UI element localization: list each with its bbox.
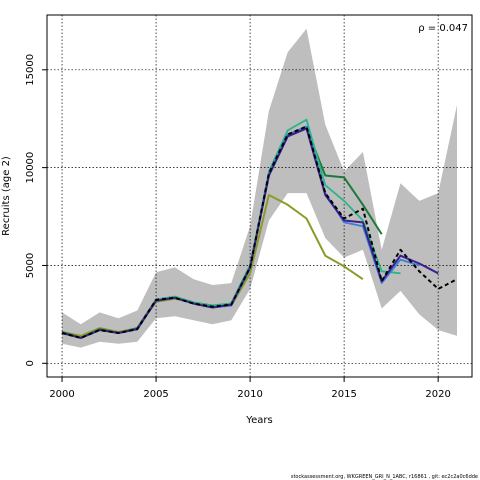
plot-frame	[46, 14, 473, 378]
y-tick-label: 10000	[25, 152, 36, 184]
x-tick-label: 2000	[49, 389, 74, 400]
x-tick-label: 2010	[237, 389, 262, 400]
rho-annotation: ρ = 0.047	[418, 23, 468, 34]
footer-source: stockassessment.org, WKGREEN_GRI_N_1ABC,…	[290, 474, 478, 480]
confidence-band-area	[62, 28, 457, 348]
x-tick-label: 2005	[143, 389, 168, 400]
x-axis-title: Years	[245, 415, 272, 426]
x-tick-label: 2015	[331, 389, 356, 400]
y-axis: 0 5000 10000 15000	[25, 54, 47, 366]
x-tick-label: 2020	[425, 389, 450, 400]
y-tick-label: 15000	[25, 54, 36, 86]
y-axis-title: Recruits (age 2)	[1, 156, 12, 236]
x-axis: 2000 2005 2010 2015 2020	[49, 377, 451, 400]
y-tick-label: 0	[25, 360, 36, 366]
series-line	[61, 125, 458, 339]
series-lines	[61, 118, 458, 339]
confidence-band	[62, 28, 457, 348]
grid-lines	[47, 15, 472, 377]
y-tick-label: 5000	[25, 253, 36, 278]
